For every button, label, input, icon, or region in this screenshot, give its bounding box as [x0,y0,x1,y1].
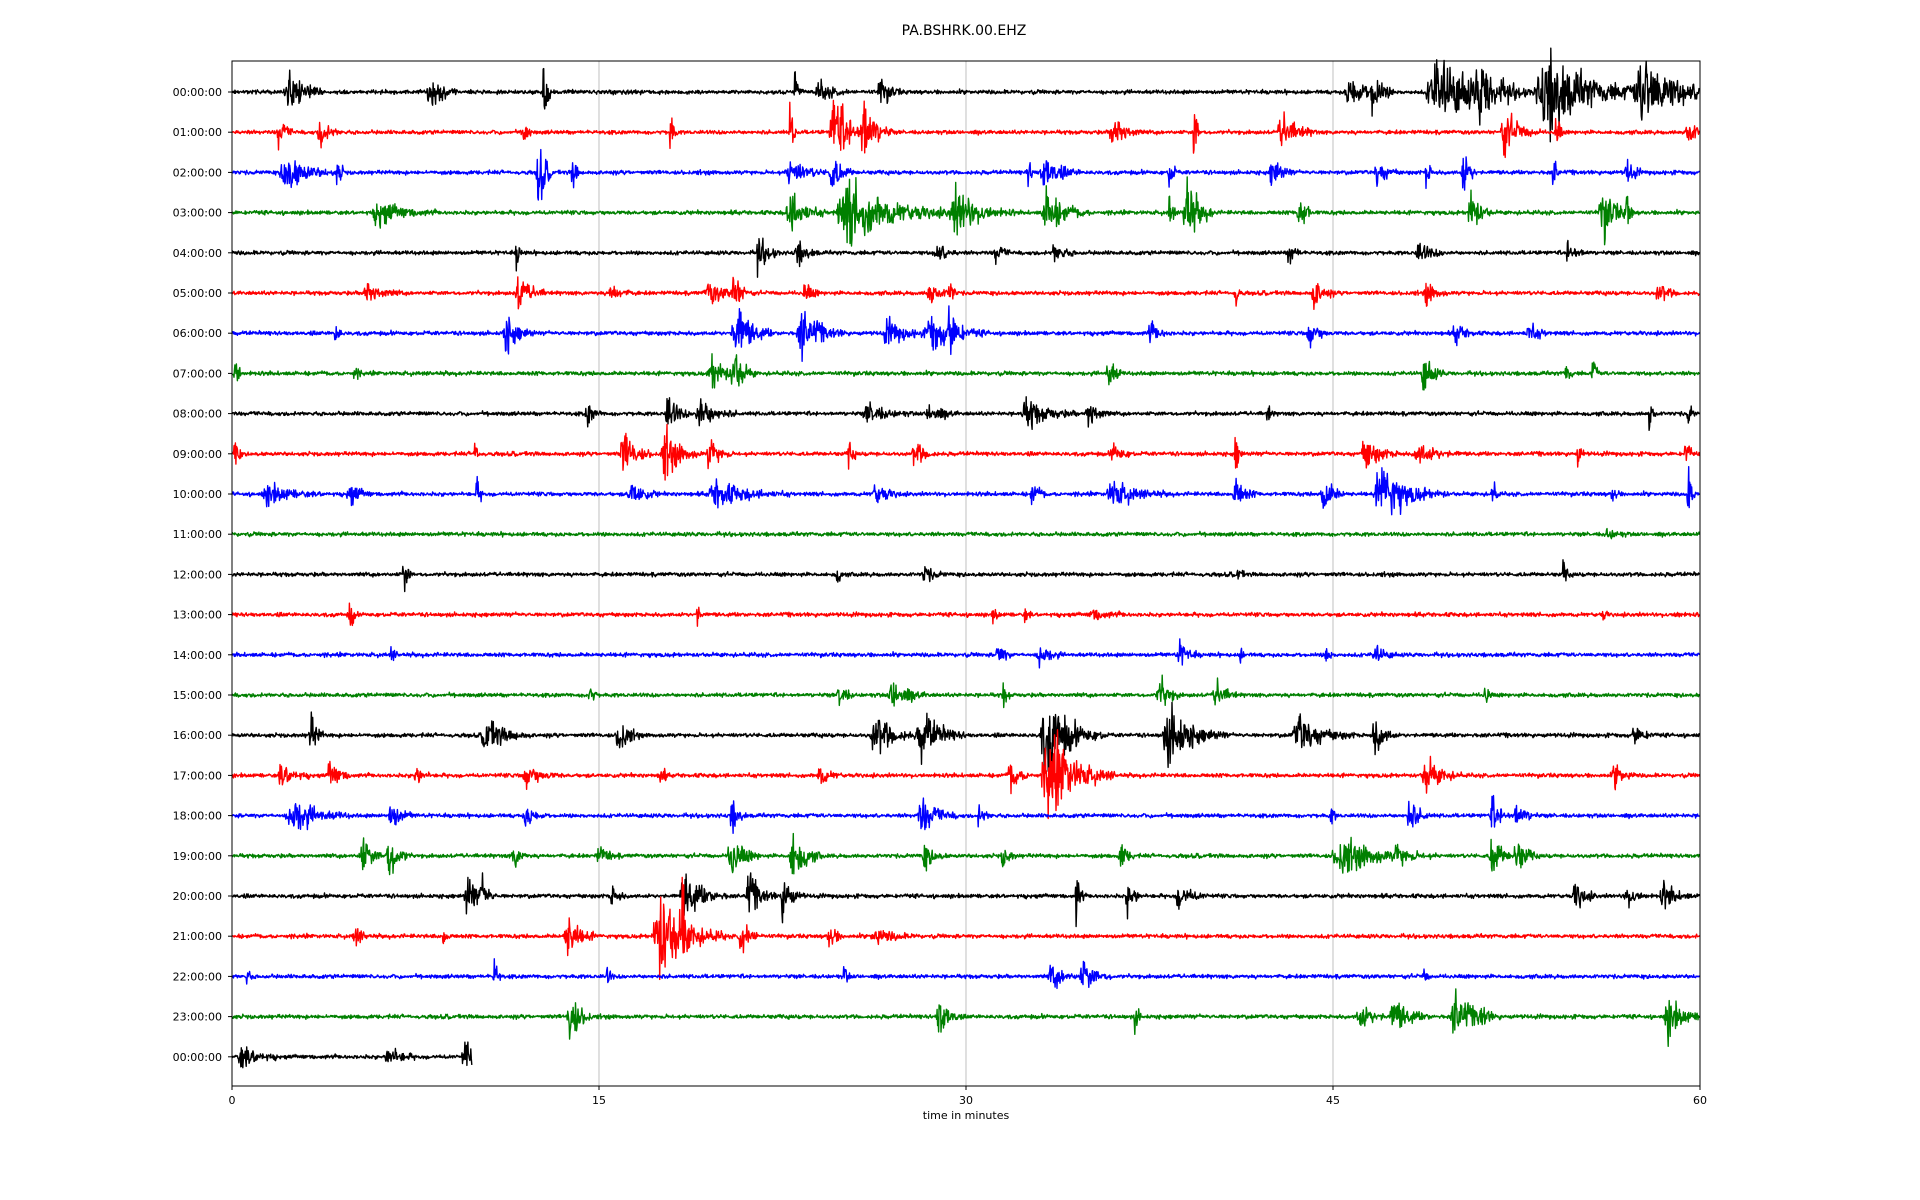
y-tick-label: 09:00:00 [173,448,222,461]
seismic-trace [231,237,1700,278]
seismic-trace [231,353,1700,391]
y-tick-label: 18:00:00 [173,810,222,823]
x-tick-label: 60 [1693,1094,1707,1107]
seismic-trace [231,276,1700,310]
y-tick-label: 03:00:00 [173,207,222,220]
y-tick-label: 20:00:00 [173,890,222,903]
seismic-trace [231,559,1700,593]
y-tick-label: 21:00:00 [173,930,222,943]
seismic-trace [231,47,1701,143]
seismic-trace [231,832,1701,876]
seismic-trace [231,466,1701,516]
seismic-trace [231,988,1701,1048]
seismic-trace [231,99,1700,159]
y-tick-label: 02:00:00 [173,166,222,179]
x-tick-label: 45 [1326,1094,1340,1107]
seismic-trace [231,674,1700,709]
seismic-trace [231,423,1701,481]
y-tick-label: 06:00:00 [173,327,222,340]
y-tick-label: 12:00:00 [173,568,222,581]
seismic-trace [231,794,1700,834]
x-tick-label: 30 [959,1094,973,1107]
y-tick-labels: 00:00:00 01:00:00 02:00:00 03:00:00 04:00:00… [173,86,232,1064]
seismic-trace [231,305,1701,362]
seismic-trace [231,701,1701,783]
seismic-trace [231,958,1701,990]
y-tick-label: 04:00:00 [173,247,222,260]
seismic-trace [231,176,1701,247]
seismic-trace [231,1041,473,1069]
y-tick-label: 16:00:00 [173,729,222,742]
x-tick-label: 0 [229,1094,236,1107]
seismic-trace [231,638,1701,669]
y-tick-label: 00:00:00 [173,86,222,99]
seismic-trace [231,527,1701,540]
x-tick-labels: 0 15 30 45 60 [229,1086,1707,1107]
seismic-trace [231,729,1701,820]
seismic-trace [231,872,1701,928]
seismic-trace [231,396,1701,431]
trace-group [231,47,1701,1069]
seismic-trace [231,602,1700,627]
y-tick-label: 19:00:00 [173,850,222,863]
y-tick-label: 13:00:00 [173,609,222,622]
y-tick-label: 14:00:00 [173,649,222,662]
y-tick-label: 15:00:00 [173,689,222,702]
y-tick-label: 05:00:00 [173,287,222,300]
y-tick-label: 07:00:00 [173,367,222,380]
x-tick-label: 15 [592,1094,606,1107]
x-axis-label: time in minutes [923,1109,1010,1122]
seismic-trace [231,876,1701,981]
chart-title: PA.BSHRK.00.EHZ [902,23,1027,39]
y-tick-label: 01:00:00 [173,126,222,139]
y-tick-label: 10:00:00 [173,488,222,501]
seismic-trace [231,148,1701,201]
y-tick-label: 08:00:00 [173,408,222,421]
y-tick-label: 22:00:00 [173,970,222,983]
y-tick-label: 00:00:00 [173,1051,222,1064]
y-tick-label: 17:00:00 [173,769,222,782]
plot-frame [231,60,1701,1087]
y-tick-label: 11:00:00 [173,528,222,541]
y-tick-label: 23:00:00 [173,1011,222,1024]
